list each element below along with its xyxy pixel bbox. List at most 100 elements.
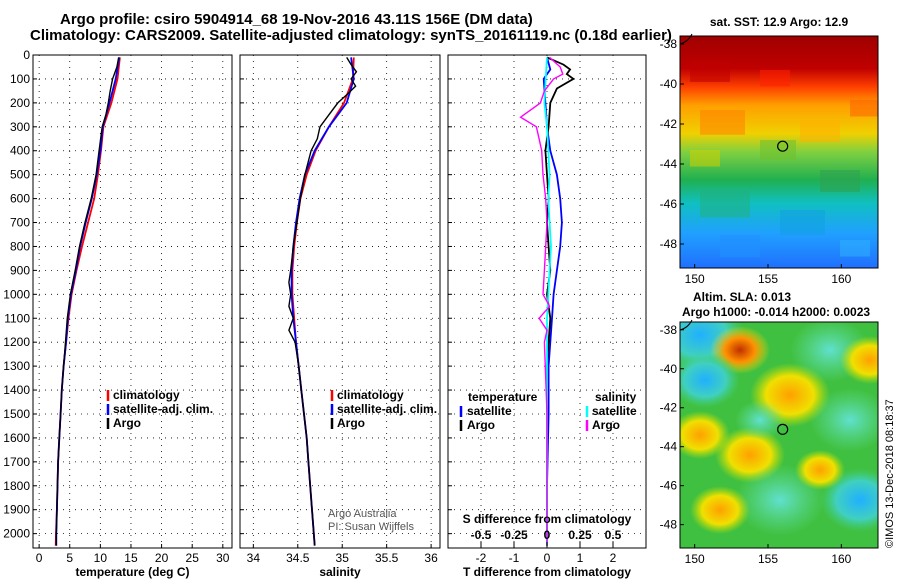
profile-location-marker — [777, 140, 789, 152]
legend-title-salinity: salinity — [595, 390, 637, 404]
climatology-title: Climatology: CARS2009. Satellite-adjuste… — [30, 27, 672, 44]
y-tick-label: 1000 — [3, 287, 30, 301]
map-y-tick-label: -40 — [660, 362, 678, 376]
series-s-argo — [519, 56, 564, 546]
map-x-tick-label: 150 — [685, 552, 705, 566]
map-field — [680, 322, 878, 548]
x-tick-label: -2 — [476, 551, 487, 565]
legend-label: satellite — [467, 404, 512, 418]
map-y-tick-label: -42 — [660, 117, 678, 131]
map-y-tick-label: -44 — [660, 157, 678, 171]
y-tick-label: 1800 — [3, 479, 30, 493]
profile-location-marker — [777, 423, 789, 435]
y-tick-label: 1700 — [3, 455, 30, 469]
y-tick-label: 700 — [10, 216, 30, 230]
map-x-tick-label: 150 — [685, 272, 705, 286]
sst-patch — [760, 70, 790, 87]
sst-map-title: sat. SST: 12.9 Argo: 12.9 — [710, 15, 849, 29]
x-axis-label: T difference from climatology — [463, 565, 631, 579]
y-tick-label: 1100 — [4, 311, 30, 325]
coastline — [679, 33, 693, 45]
y-tick-label: 1900 — [3, 503, 30, 517]
y-tick-label: 2000 — [3, 527, 30, 541]
panel-difference: -2 -1 0 1 2T difference from climatology — [447, 54, 647, 579]
map-y-tick-label: -38 — [660, 37, 678, 51]
sla-anomaly — [810, 388, 878, 452]
map-y-tick-label: -48 — [660, 518, 678, 532]
y-tick-label: 200 — [10, 96, 30, 110]
credit-line-1: Argo Australia — [328, 508, 397, 520]
panel-salinity: 34 34.5 35 35.5 36 salinity — [239, 54, 441, 579]
sla-anomaly — [840, 336, 878, 384]
x-tick-label: 35.5 — [375, 551, 399, 565]
y-tick-label: 900 — [10, 263, 30, 277]
x-tick-label: 0 — [544, 551, 551, 565]
panel-frame — [32, 54, 233, 549]
map-y-tick-label: -44 — [660, 440, 678, 454]
map-sla_map: 150 155 160 -38 -40 -42 -44 -46 -48 — [660, 319, 879, 566]
map-y-tick-label: -40 — [660, 77, 678, 91]
panel-temperature: 0 5 10 15 20 25 300100200300400500600700800900… — [3, 48, 233, 579]
sal-tick-label: 0.25 — [568, 528, 592, 542]
legend-label: climatology — [113, 388, 180, 402]
map-x-tick-label: 160 — [831, 552, 851, 566]
sst-patch — [820, 170, 860, 192]
y-tick-label: 0 — [23, 48, 30, 62]
legend-label: climatology — [337, 388, 404, 402]
legend-label: Argo — [592, 418, 620, 432]
series-argo — [55, 57, 120, 546]
x-tick-label: 35 — [336, 551, 350, 565]
sst-patch — [800, 120, 840, 142]
sst-patch — [720, 235, 760, 257]
sal-tick-label: -0.5 — [471, 528, 492, 542]
sla-map-title: Altim. SLA: 0.013 — [693, 290, 791, 304]
legend-label: Argo — [467, 418, 495, 432]
x-tick-label: 5 — [66, 551, 73, 565]
series-argo — [288, 57, 358, 546]
sst-patch — [760, 140, 796, 160]
sla-anomaly — [690, 486, 750, 534]
map-y-tick-label: -48 — [660, 237, 678, 251]
y-tick-label: 300 — [10, 120, 30, 134]
profile-title: Argo profile: csiro 5904914_68 19-Nov-20… — [60, 11, 533, 28]
coastline — [679, 319, 693, 331]
map-x-tick-label: 160 — [831, 272, 851, 286]
sal-tick-label: -0.25 — [500, 528, 528, 542]
x-tick-label: 25 — [186, 551, 200, 565]
legend-label: satellite — [592, 404, 637, 418]
x-tick-label: 15 — [124, 551, 138, 565]
sla-anomaly — [680, 352, 740, 408]
map-frame — [679, 35, 879, 269]
x-tick-label: 30 — [216, 551, 230, 565]
map-y-tick-label: -46 — [660, 479, 678, 493]
x-tick-label: 0 — [36, 551, 43, 565]
x-tick-label: 36 — [424, 551, 438, 565]
y-tick-label: 500 — [10, 168, 30, 182]
y-tick-label: 800 — [10, 239, 30, 253]
map-y-tick-label: -42 — [660, 401, 678, 415]
credit-line-2: PI: Susan Wijffels — [328, 521, 414, 533]
sst-patch — [690, 60, 730, 82]
map-y-tick-label: -38 — [660, 323, 678, 337]
x-axis-label: temperature (deg C) — [75, 565, 189, 579]
sla-anomaly — [795, 450, 845, 490]
sst-patch — [780, 210, 825, 235]
map-frame — [679, 321, 879, 549]
y-tick-label: 1400 — [3, 383, 30, 397]
map-x-tick-label: 155 — [758, 272, 778, 286]
y-tick-label: 100 — [10, 72, 30, 86]
sal-tick-label: 0 — [544, 528, 551, 542]
y-tick-label: 400 — [10, 144, 30, 158]
map-y-tick-label: -46 — [660, 197, 678, 211]
sla-anomaly — [735, 400, 785, 440]
panel-frame — [239, 54, 441, 549]
y-tick-label: 1500 — [3, 407, 30, 421]
salinity-diff-axis-title: S difference from climatology — [463, 512, 632, 526]
series-s-satellite — [543, 57, 552, 546]
legend-label: satellite-adj. clim. — [113, 402, 213, 416]
x-tick-label: 1 — [577, 551, 584, 565]
sal-tick-label: 0.5 — [605, 528, 622, 542]
sst-patch — [690, 150, 720, 167]
x-tick-label: 10 — [94, 551, 108, 565]
